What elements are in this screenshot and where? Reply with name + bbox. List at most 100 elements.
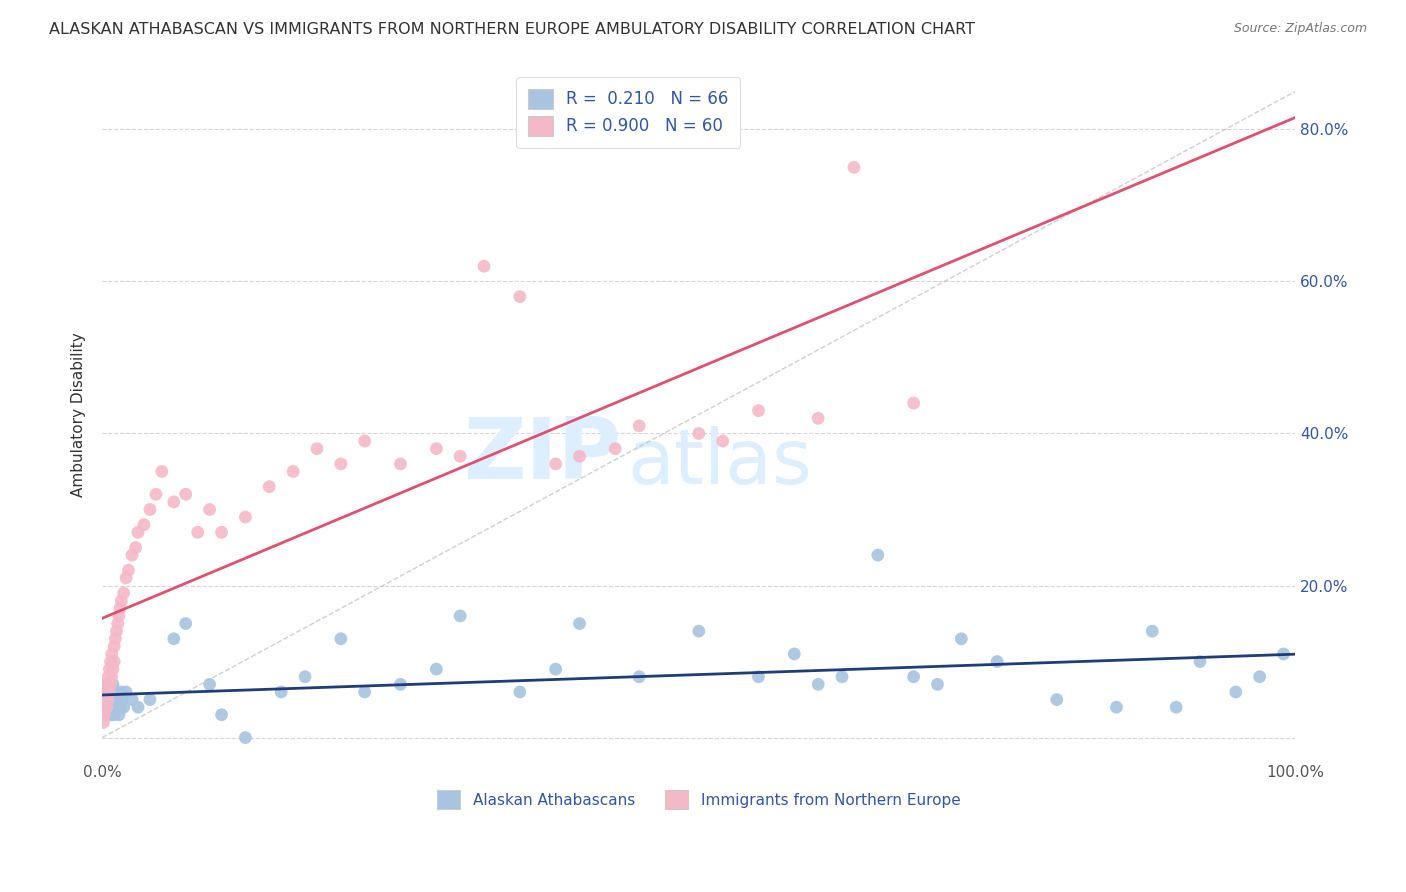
Point	[101, 700, 124, 714]
Point	[425, 442, 447, 456]
Point	[329, 457, 352, 471]
Point	[100, 670, 122, 684]
Point	[628, 670, 651, 684]
Legend: Alaskan Athabascans, Immigrants from Northern Europe: Alaskan Athabascans, Immigrants from Nor…	[432, 784, 966, 815]
Point	[628, 418, 651, 433]
Point	[211, 525, 233, 540]
Point	[111, 692, 134, 706]
Point	[711, 434, 734, 448]
Point	[927, 677, 949, 691]
Point	[94, 677, 117, 691]
Point	[688, 426, 710, 441]
Point	[110, 685, 132, 699]
Point	[163, 632, 186, 646]
Point	[110, 593, 132, 607]
Point	[115, 571, 138, 585]
Point	[903, 396, 925, 410]
Point	[449, 609, 471, 624]
Point	[807, 411, 830, 425]
Point	[1225, 685, 1247, 699]
Point	[103, 707, 125, 722]
Point	[509, 685, 531, 699]
Text: atlas: atlas	[627, 425, 813, 500]
Point	[389, 457, 412, 471]
Point	[544, 457, 567, 471]
Point	[509, 290, 531, 304]
Point	[235, 731, 257, 745]
Point	[108, 609, 131, 624]
Point	[842, 161, 865, 175]
Point	[198, 502, 221, 516]
Point	[94, 700, 117, 714]
Point	[96, 700, 118, 714]
Point	[305, 442, 328, 456]
Point	[1142, 624, 1164, 639]
Point	[100, 692, 122, 706]
Point	[98, 662, 121, 676]
Point	[97, 700, 120, 714]
Point	[94, 692, 117, 706]
Point	[103, 655, 125, 669]
Point	[150, 465, 173, 479]
Point	[1105, 700, 1128, 714]
Text: ALASKAN ATHABASCAN VS IMMIGRANTS FROM NORTHERN EUROPE AMBULATORY DISABILITY CORR: ALASKAN ATHABASCAN VS IMMIGRANTS FROM NO…	[49, 22, 976, 37]
Point	[127, 525, 149, 540]
Point	[97, 685, 120, 699]
Point	[688, 624, 710, 639]
Point	[117, 563, 139, 577]
Point	[163, 495, 186, 509]
Point	[94, 685, 117, 699]
Point	[747, 403, 769, 417]
Point	[389, 677, 412, 691]
Point	[101, 662, 124, 676]
Point	[807, 677, 830, 691]
Point	[124, 541, 146, 555]
Point	[187, 525, 209, 540]
Point	[139, 692, 162, 706]
Point	[94, 685, 117, 699]
Point	[270, 685, 292, 699]
Point	[100, 647, 122, 661]
Point	[108, 700, 131, 714]
Point	[93, 700, 115, 714]
Point	[103, 692, 125, 706]
Point	[100, 677, 122, 691]
Point	[104, 700, 127, 714]
Point	[101, 677, 124, 691]
Point	[950, 632, 973, 646]
Point	[93, 707, 115, 722]
Point	[1188, 655, 1211, 669]
Point	[211, 707, 233, 722]
Point	[294, 670, 316, 684]
Point	[98, 685, 121, 699]
Point	[93, 692, 115, 706]
Point	[105, 685, 128, 699]
Point	[1249, 670, 1271, 684]
Point	[121, 692, 143, 706]
Point	[93, 707, 115, 722]
Point	[281, 465, 304, 479]
Point	[145, 487, 167, 501]
Point	[353, 685, 375, 699]
Point	[115, 685, 138, 699]
Point	[100, 655, 122, 669]
Point	[103, 640, 125, 654]
Point	[97, 692, 120, 706]
Point	[329, 632, 352, 646]
Point	[472, 259, 495, 273]
Point	[96, 707, 118, 722]
Point	[104, 632, 127, 646]
Point	[93, 700, 115, 714]
Point	[353, 434, 375, 448]
Point	[198, 677, 221, 691]
Point	[100, 685, 122, 699]
Point	[96, 677, 118, 691]
Point	[783, 647, 806, 661]
Point	[93, 715, 115, 730]
Point	[259, 480, 281, 494]
Point	[174, 487, 197, 501]
Point	[1046, 692, 1069, 706]
Point	[112, 700, 135, 714]
Point	[831, 670, 853, 684]
Point	[108, 707, 131, 722]
